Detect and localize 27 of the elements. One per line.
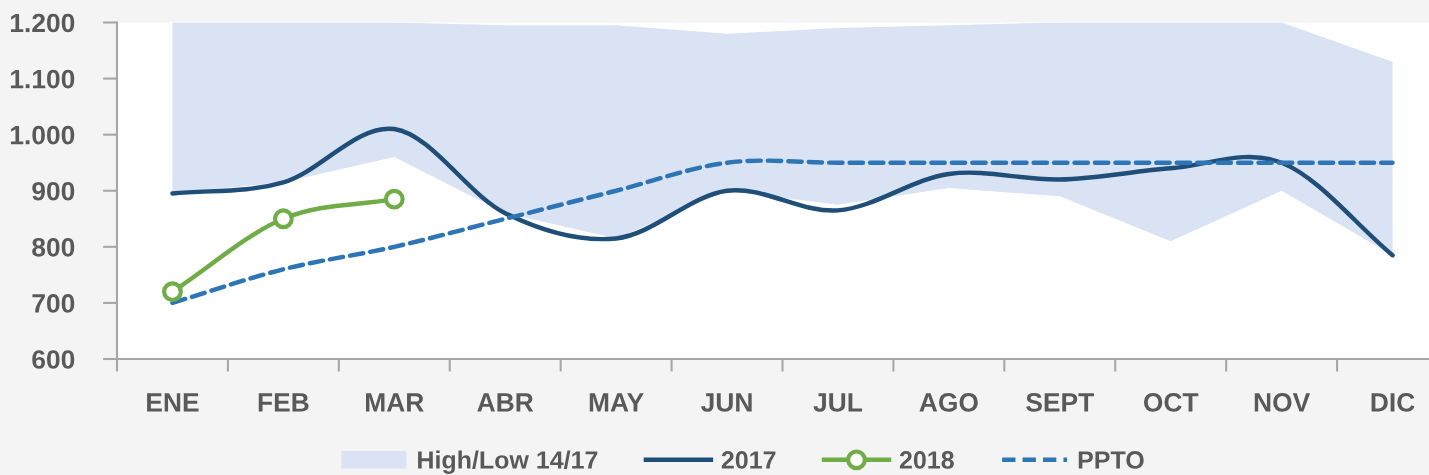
- x-tick-label: NOV: [1254, 393, 1311, 412]
- point: [272, 208, 294, 230]
- x-tick-label: FEB: [258, 393, 309, 412]
- y-tick-label: 1.200: [10, 13, 75, 33]
- legend-label: High/Low 14/17: [418, 450, 598, 474]
- legend-label: 2017: [721, 451, 776, 469]
- x-tick-label: JUN: [701, 393, 752, 412]
- x-tick-label: JUL: [813, 393, 863, 412]
- x-tick-label: DIC: [1371, 393, 1415, 412]
- y-tick-label: 600: [32, 350, 75, 369]
- y-tick-label: 700: [32, 294, 75, 313]
- x-tick-label: MAR: [366, 393, 424, 412]
- point: [162, 281, 183, 303]
- legend-label: 2018: [899, 451, 954, 469]
- x-tick-label: AGO: [919, 393, 978, 412]
- y-tick-label: 1.000: [10, 125, 75, 145]
- y-tick-label: 1.100: [10, 69, 75, 89]
- x-tick-label: SEPT: [1026, 393, 1094, 412]
- legend-label: PPTO: [1078, 451, 1144, 469]
- x-tick-label: MAY: [589, 393, 644, 412]
- line-series: [170, 126, 1395, 258]
- y-tick-label: 900: [32, 181, 75, 201]
- point: [383, 188, 405, 210]
- x-tick-label: OCT: [1143, 393, 1199, 412]
- y-tick-label: 800: [32, 237, 75, 257]
- x-tick-label: ABR: [477, 393, 534, 412]
- x-tick-label: ENE: [147, 393, 199, 412]
